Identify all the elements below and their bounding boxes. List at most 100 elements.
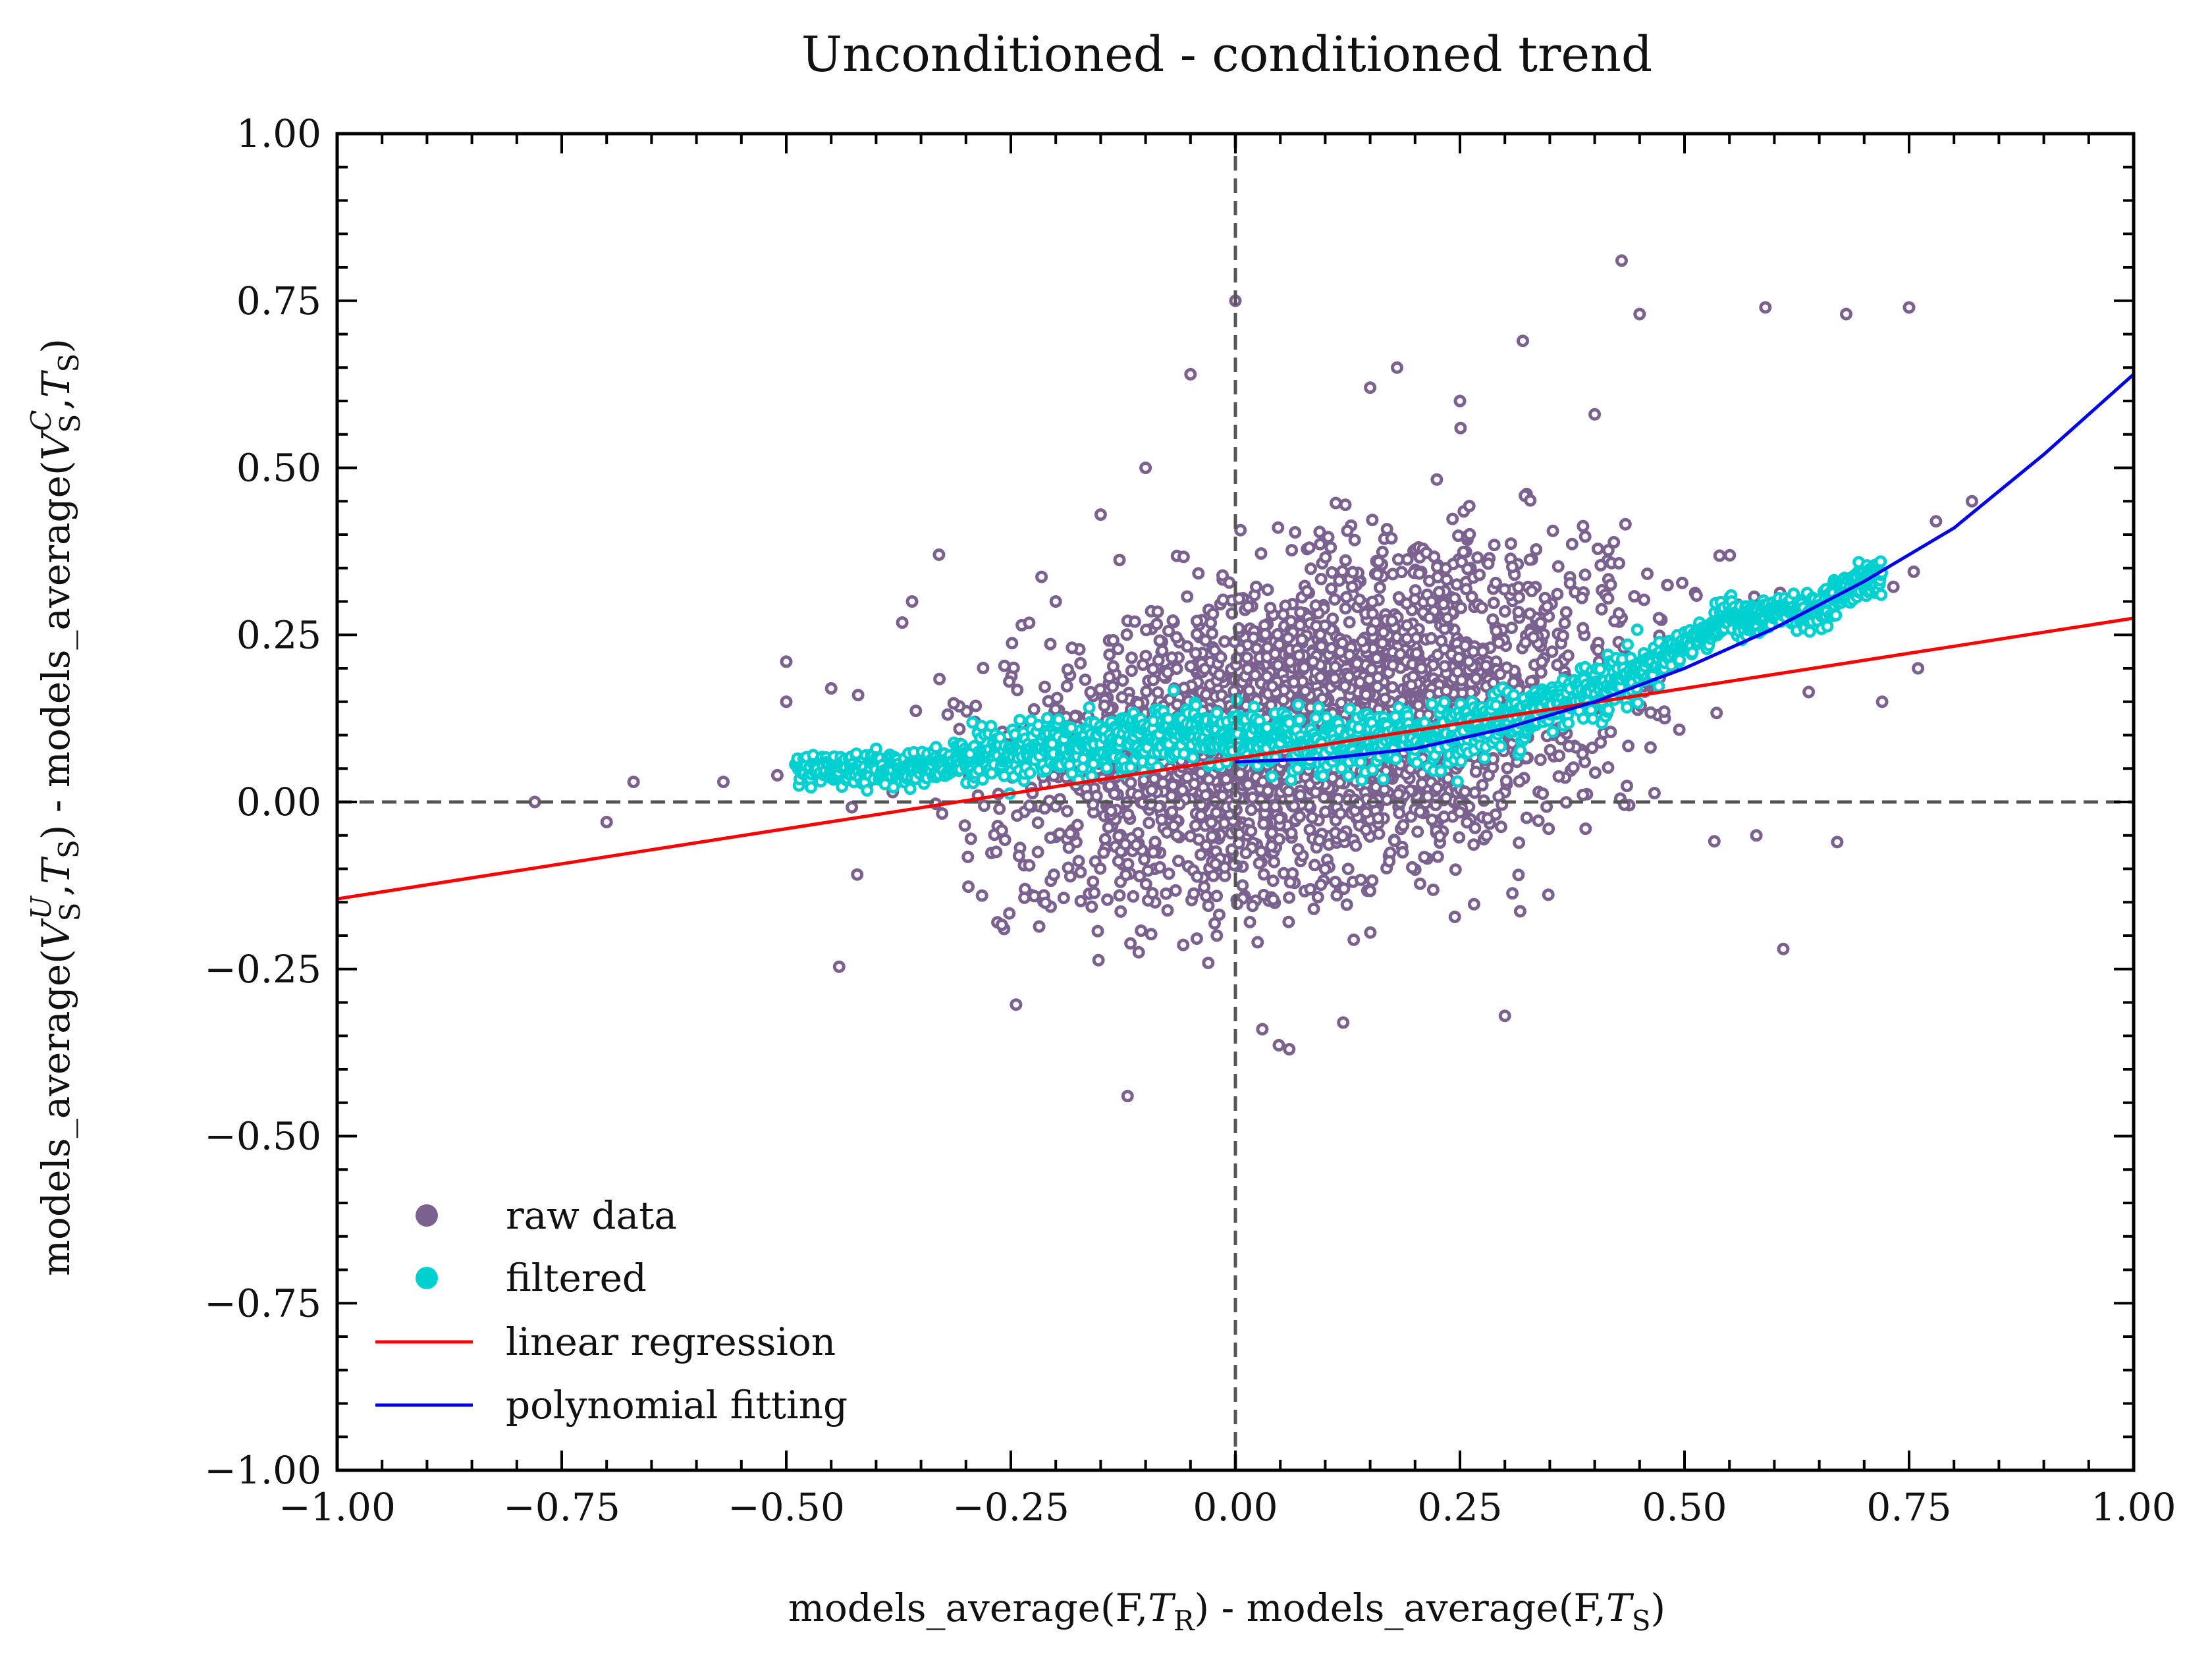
raw-data-point — [1177, 681, 1191, 695]
y-tick-label: −1.00 — [204, 1448, 321, 1493]
raw-data-point — [1207, 869, 1220, 882]
filtered-point — [1312, 701, 1325, 714]
polynomial-fitting-line — [1235, 373, 2134, 764]
raw-data-point — [1551, 560, 1565, 573]
raw-data-point — [1264, 601, 1277, 614]
raw-data-point — [1463, 500, 1476, 512]
raw-data-point — [1246, 899, 1259, 913]
raw-data-point — [1313, 525, 1326, 539]
raw-data-point — [1340, 898, 1353, 911]
raw-data-point — [1007, 661, 1020, 674]
raw-data-point — [1498, 605, 1511, 618]
raw-data-point — [1520, 811, 1533, 824]
raw-data-point — [1202, 956, 1215, 969]
raw-data-point — [1461, 816, 1474, 829]
raw-data-point — [1452, 529, 1465, 543]
raw-data-point — [1411, 825, 1424, 838]
raw-data-point — [1372, 555, 1385, 568]
raw-data-point — [717, 776, 730, 788]
raw-data-point — [1658, 705, 1671, 718]
filtered-point — [1162, 712, 1175, 726]
filtered-point — [1621, 701, 1634, 714]
raw-data-point — [1535, 655, 1548, 668]
raw-data-point — [1372, 827, 1386, 840]
raw-data-point — [1619, 518, 1632, 531]
raw-data-point — [1578, 568, 1592, 581]
raw-data-point — [1273, 638, 1286, 651]
raw-data-point — [1061, 663, 1074, 676]
raw-data-point — [1283, 1043, 1296, 1055]
raw-data-point — [1527, 631, 1540, 644]
raw-data-point — [1494, 668, 1507, 681]
raw-data-point — [1309, 599, 1322, 612]
raw-data-point — [1114, 905, 1127, 918]
raw-data-point — [1459, 639, 1472, 653]
raw-data-point — [1393, 807, 1406, 820]
filtered-point — [1266, 770, 1278, 783]
raw-data-point — [1524, 494, 1537, 507]
raw-data-point — [1125, 651, 1138, 664]
raw-data-point — [1072, 855, 1085, 868]
raw-data-point — [1360, 806, 1373, 819]
raw-data-point — [1307, 902, 1320, 915]
raw-data-point — [1191, 870, 1204, 883]
raw-data-point — [1166, 779, 1179, 792]
raw-data-point — [1326, 771, 1339, 784]
x-tick-label: −0.75 — [503, 1485, 620, 1530]
raw-data-point — [1346, 566, 1359, 579]
raw-data-point — [1271, 628, 1284, 641]
raw-data-point — [1559, 606, 1573, 619]
raw-data-point — [1437, 598, 1450, 610]
raw-data-point — [851, 868, 864, 881]
raw-data-point — [1189, 819, 1202, 832]
y-tick-label: 0.50 — [236, 446, 321, 491]
raw-data-point — [993, 802, 1006, 815]
raw-data-point — [1575, 591, 1588, 604]
raw-data-point — [1579, 822, 1592, 836]
raw-data-point — [947, 697, 960, 710]
raw-data-point — [1272, 521, 1285, 534]
raw-data-point — [1098, 833, 1112, 845]
raw-data-point — [1256, 775, 1269, 788]
raw-data-point — [1199, 789, 1212, 802]
filtered-point — [1577, 712, 1590, 725]
filtered-point — [1335, 762, 1348, 775]
raw-data-point — [1112, 830, 1125, 843]
raw-data-point — [1245, 824, 1258, 838]
raw-data-point — [1187, 887, 1200, 900]
raw-data-point — [1341, 524, 1354, 537]
filtered-point — [1425, 697, 1438, 710]
raw-data-point — [1239, 847, 1253, 860]
raw-data-point — [1373, 581, 1386, 594]
raw-data-point — [1145, 784, 1158, 797]
raw-data-point — [1298, 661, 1310, 674]
raw-data-point — [1534, 616, 1547, 629]
y-tick-label: 0.00 — [236, 780, 321, 824]
raw-data-point — [1512, 868, 1525, 882]
raw-data-point — [1277, 608, 1290, 621]
raw-data-point — [1648, 787, 1661, 799]
raw-data-point — [1475, 601, 1488, 614]
raw-data-point — [1676, 576, 1688, 589]
y-tick-label: −0.75 — [204, 1281, 321, 1325]
raw-data-point — [1499, 774, 1513, 787]
filtered-point — [1354, 755, 1367, 768]
raw-data-point — [905, 595, 919, 608]
raw-data-point — [1534, 753, 1547, 766]
raw-data-point — [1567, 761, 1580, 774]
raw-data-point — [1106, 680, 1119, 693]
raw-data-point — [1577, 788, 1590, 801]
raw-data-point — [1565, 537, 1578, 550]
raw-data-point — [1476, 645, 1489, 658]
raw-data-point — [1345, 580, 1359, 593]
raw-data-point — [1577, 622, 1590, 635]
raw-data-point — [1448, 911, 1461, 923]
raw-data-point — [1339, 554, 1352, 567]
raw-data-point — [1216, 593, 1229, 606]
raw-data-point — [1577, 520, 1590, 533]
raw-data-point — [1588, 408, 1602, 421]
raw-data-point — [1378, 692, 1391, 705]
raw-data-point — [1450, 578, 1463, 591]
raw-data-point — [1360, 688, 1372, 701]
raw-data-point — [909, 705, 923, 718]
